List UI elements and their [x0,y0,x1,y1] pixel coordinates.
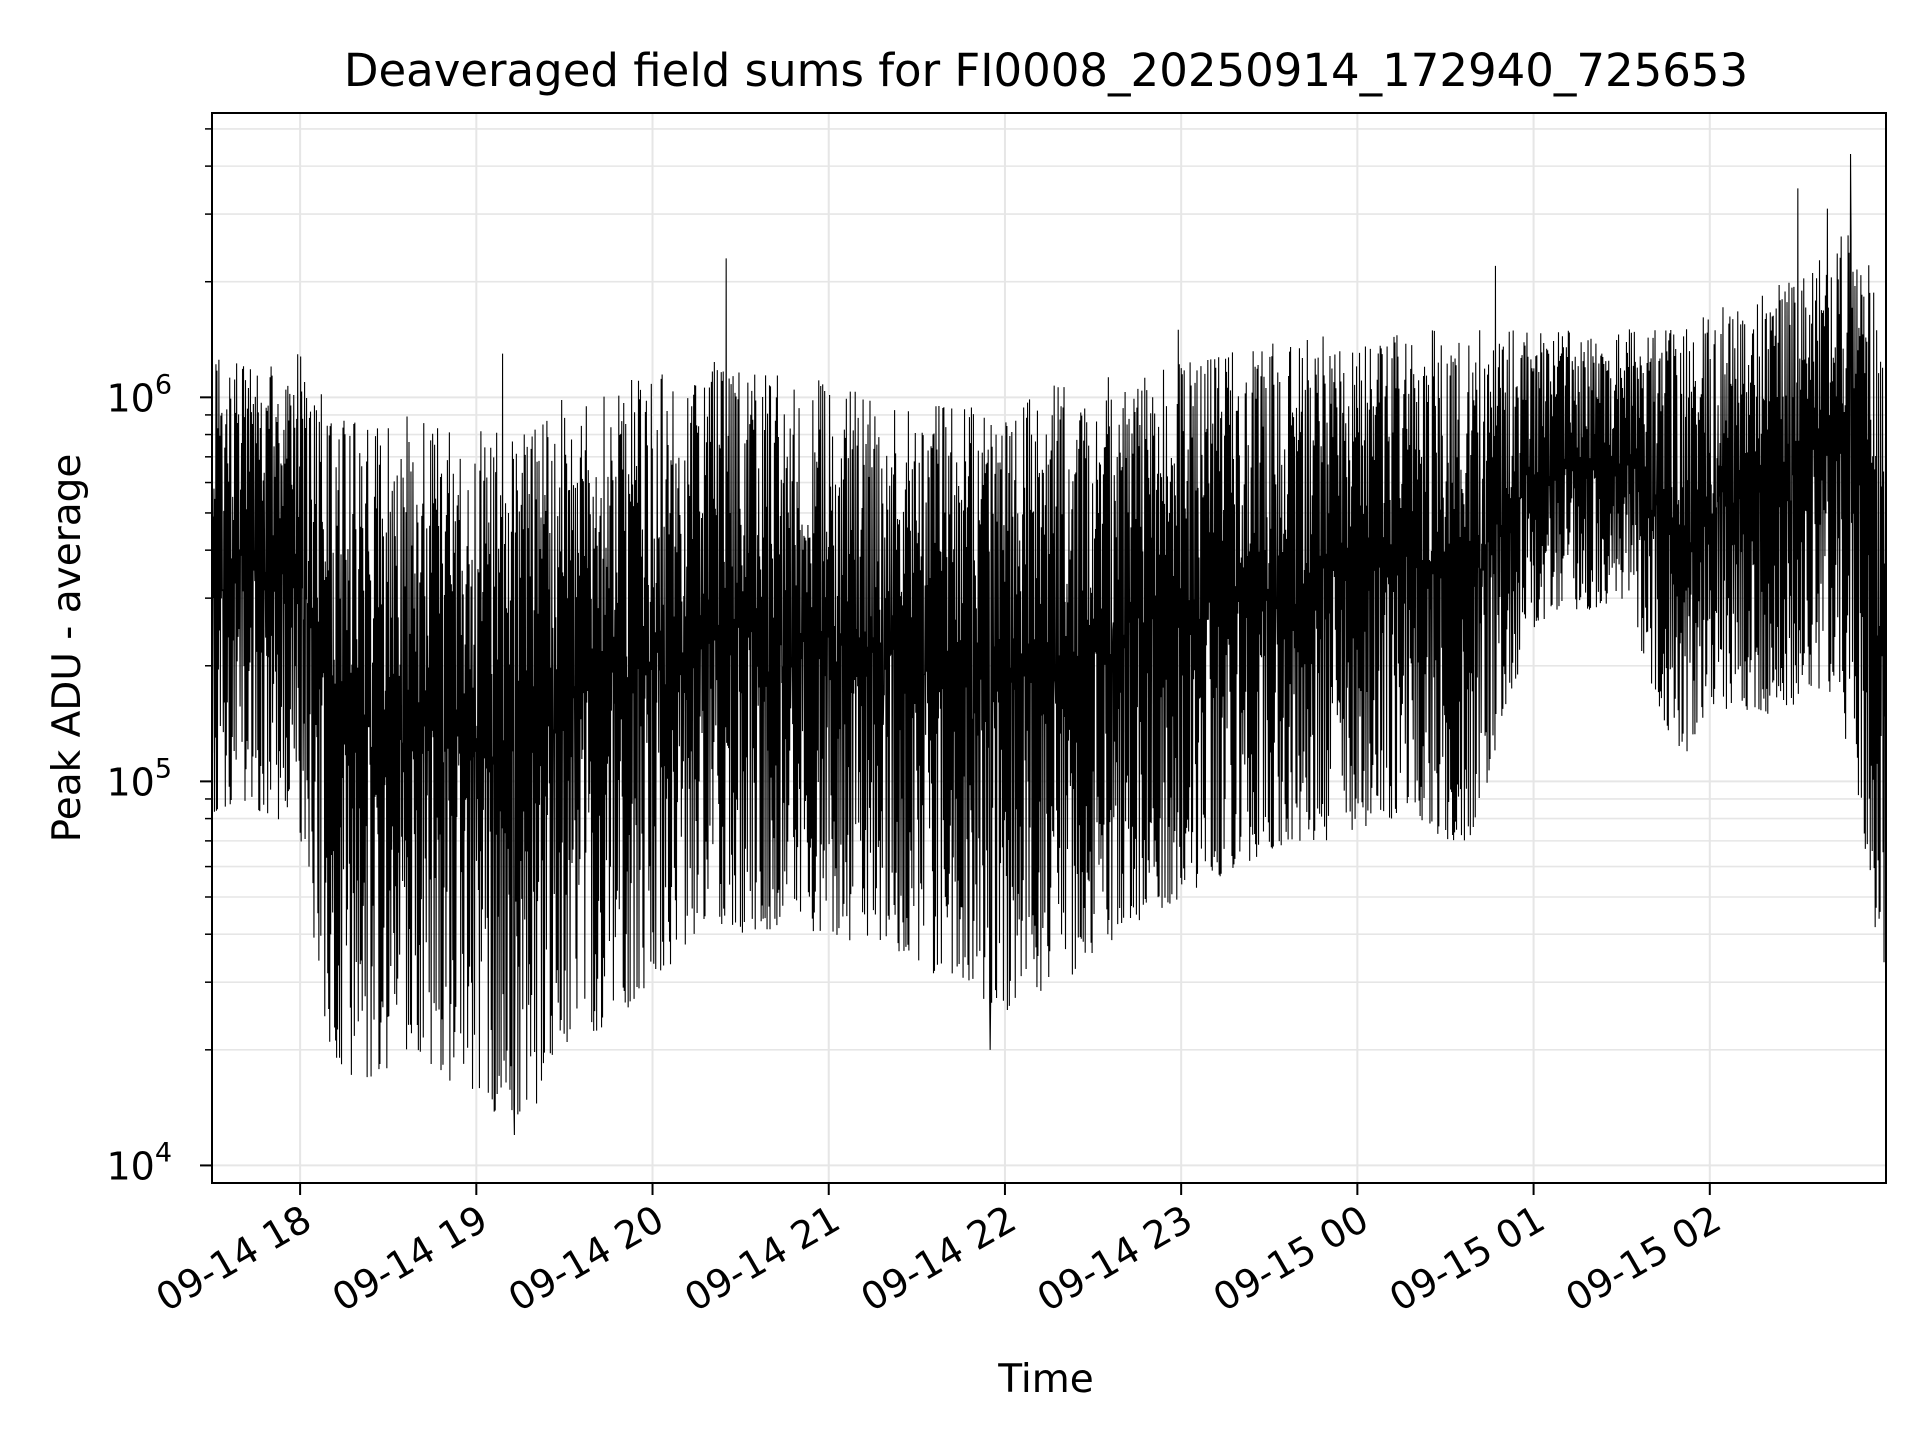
series-path [212,154,1886,1136]
x-tick-label: 09-15 02 [1558,1197,1728,1321]
plot-area-frame [211,112,1887,1184]
x-tick-label: 09-14 19 [325,1197,495,1321]
y-tick-label: 104 [106,1137,172,1188]
chart-title: Deaveraged field sums for FI0008_2025091… [344,44,1748,97]
x-tick-label: 09-14 18 [149,1197,319,1321]
y-axis: 104 105 106 [106,128,212,1188]
x-tick-label: 09-15 00 [1206,1197,1376,1321]
y-axis-label: Peak ADU - average [45,454,90,843]
x-tick-label: 09-14 22 [853,1197,1023,1321]
x-tick-label: 09-14 23 [1030,1197,1200,1321]
x-axis: 09-14 18 09-14 19 09-14 20 09-14 21 09-14 22… [149,1183,1728,1321]
x-tick-label: 09-14 20 [501,1197,671,1321]
series-line [212,154,1886,1136]
y-tick-label: 105 [106,753,172,804]
x-tick-label: 09-15 01 [1382,1197,1552,1321]
x-tick-label: 09-14 21 [677,1197,847,1321]
y-tick-label: 106 [106,369,172,420]
x-axis-label: Time [997,1357,1093,1402]
